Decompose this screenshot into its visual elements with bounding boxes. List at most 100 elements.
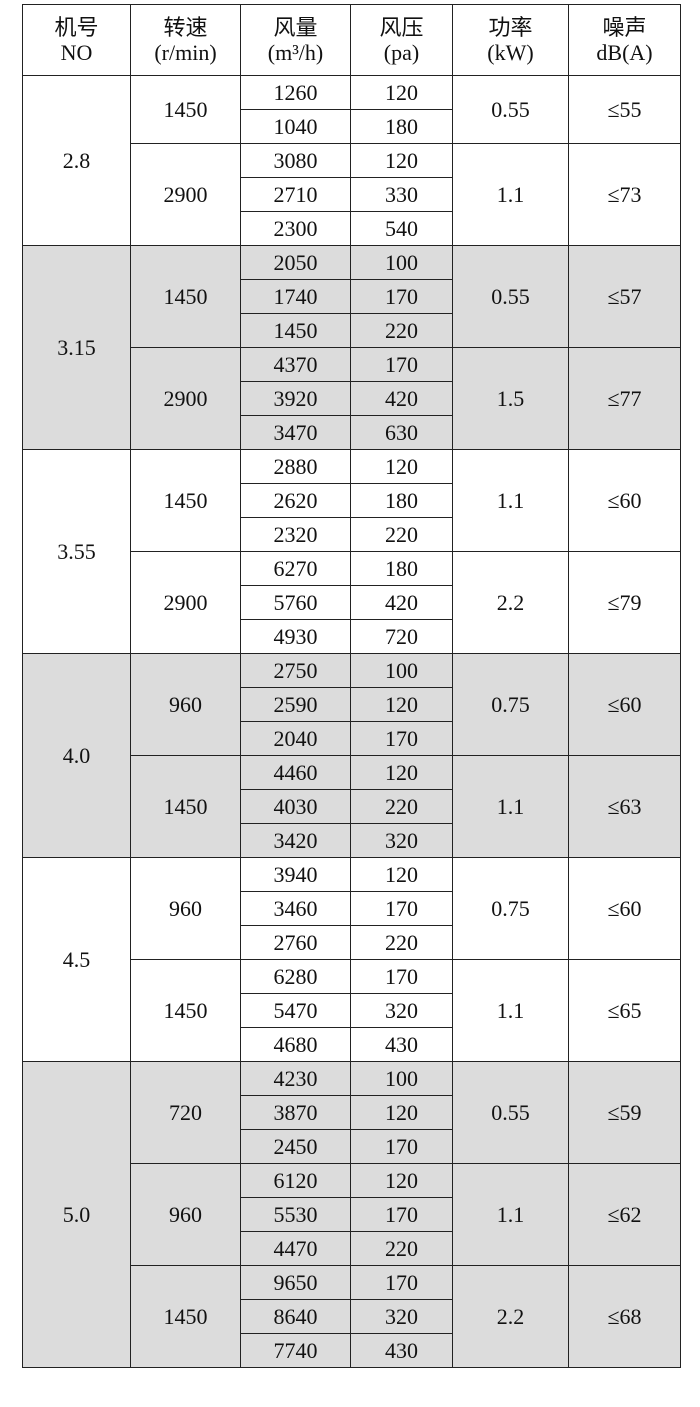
speed: 1450 <box>130 245 241 348</box>
table-row: 3870 120 <box>23 1095 681 1130</box>
pressure: 170 <box>350 279 453 314</box>
airflow: 2750 <box>240 653 351 688</box>
pressure: 430 <box>350 1027 453 1062</box>
table-row: 1450 6280 170 1.1 ≤65 <box>23 959 681 1062</box>
table-row: 4.5 960 3940 120 0.75 ≤60 <box>22 857 681 1062</box>
speed: 2900 <box>130 551 241 654</box>
pressure: 100 <box>350 653 453 688</box>
speed: 2900 <box>130 143 241 246</box>
speed: 1450 <box>130 449 241 552</box>
pressure: 120 <box>350 143 453 178</box>
pressure: 220 <box>350 789 453 824</box>
pressure: 120 <box>350 449 453 484</box>
noise: ≤60 <box>568 857 681 960</box>
power: 1.1 <box>452 143 569 246</box>
speed: 2900 <box>130 347 241 450</box>
table-row: 5470 320 <box>23 993 681 1028</box>
model-no: 3.15 <box>22 245 131 450</box>
pressure: 320 <box>350 993 453 1028</box>
table-row: 3.15 1450 2050 100 0.55 ≤57 <box>22 245 681 450</box>
pressure: 430 <box>350 1333 453 1368</box>
pressure: 170 <box>350 891 453 926</box>
power: 0.55 <box>452 75 569 144</box>
model-no: 4.5 <box>22 857 131 1062</box>
pressure: 220 <box>350 1231 453 1266</box>
airflow: 3920 <box>240 381 351 416</box>
airflow: 4930 <box>240 619 351 654</box>
pressure: 120 <box>350 1163 453 1198</box>
airflow: 5470 <box>240 993 351 1028</box>
table-row: 4030 220 <box>23 789 681 824</box>
model-no: 5.0 <box>22 1061 131 1368</box>
pressure: 170 <box>350 347 453 382</box>
table-row: 2040 170 <box>23 721 681 756</box>
pressure: 180 <box>350 483 453 518</box>
speed: 960 <box>130 653 241 756</box>
table-row: 4930 720 <box>23 619 681 654</box>
table-row: 2900 4370 170 1.5 ≤77 <box>23 347 681 450</box>
airflow: 3420 <box>240 823 351 858</box>
pressure: 330 <box>350 177 453 212</box>
pressure: 100 <box>350 245 453 280</box>
airflow: 1260 <box>240 75 351 110</box>
model-no: 4.0 <box>22 653 131 858</box>
noise: ≤60 <box>568 449 681 552</box>
header-cell: 噪声 dB(A) <box>568 4 681 76</box>
airflow: 5760 <box>240 585 351 620</box>
header-text: (m³/h) <box>267 40 324 65</box>
pressure: 170 <box>350 1265 453 1300</box>
airflow: 2880 <box>240 449 351 484</box>
pressure: 120 <box>350 857 453 892</box>
power: 0.75 <box>452 653 569 756</box>
power: 1.1 <box>452 449 569 552</box>
header-cell: 功率 (kW) <box>452 4 569 76</box>
table-row: 2320 220 <box>23 517 681 552</box>
pressure: 180 <box>350 551 453 586</box>
airflow: 2050 <box>240 245 351 280</box>
speed: 960 <box>130 857 241 960</box>
airflow: 3870 <box>240 1095 351 1130</box>
table-row: 5.0 720 4230 100 0.55 ≤59 <box>22 1061 681 1368</box>
noise: ≤79 <box>568 551 681 654</box>
power: 2.2 <box>452 551 569 654</box>
pressure: 170 <box>350 959 453 994</box>
pressure: 100 <box>350 1061 453 1096</box>
power: 0.55 <box>452 245 569 348</box>
airflow: 8640 <box>240 1299 351 1334</box>
noise: ≤60 <box>568 653 681 756</box>
table-row: 1450 9650 170 2.2 ≤68 <box>23 1265 681 1368</box>
pressure: 170 <box>350 1129 453 1164</box>
power: 0.55 <box>452 1061 569 1164</box>
airflow: 2710 <box>240 177 351 212</box>
pressure: 220 <box>350 313 453 348</box>
table-body: 2.8 1450 1260 120 0.55 ≤55 1040 180 2900 3080 120 1… <box>22 75 681 1368</box>
power: 1.1 <box>452 755 569 858</box>
header-cell: 风量 (m³/h) <box>240 4 351 76</box>
airflow: 6270 <box>240 551 351 586</box>
table-row: 3460 170 <box>23 891 681 926</box>
table-row: 2300 540 <box>23 211 681 246</box>
noise: ≤62 <box>568 1163 681 1266</box>
airflow: 3470 <box>240 415 351 450</box>
airflow: 1040 <box>240 109 351 144</box>
table-header: 机号 NO 转速 (r/min) 风量 (m³/h) 风压 (pa) 功率 (kW) 噪声 dB(A) <box>22 4 681 76</box>
power: 0.75 <box>452 857 569 960</box>
pressure: 720 <box>350 619 453 654</box>
table-row: 7740 430 <box>23 1333 681 1368</box>
airflow: 5530 <box>240 1197 351 1232</box>
table-row: 5760 420 <box>23 585 681 620</box>
table-row: 2.8 1450 1260 120 0.55 ≤55 <box>22 75 681 246</box>
pressure: 170 <box>350 1197 453 1232</box>
header-text: (r/min) <box>154 40 217 65</box>
airflow: 3940 <box>240 857 351 892</box>
header-text: (kW) <box>487 40 534 65</box>
pressure: 630 <box>350 415 453 450</box>
speed: 1450 <box>130 75 241 144</box>
pressure: 120 <box>350 1095 453 1130</box>
noise: ≤77 <box>568 347 681 450</box>
table-row: 2620 180 <box>23 483 681 518</box>
header-text: 机号 <box>54 15 99 40</box>
airflow: 3460 <box>240 891 351 926</box>
pressure: 120 <box>350 75 453 110</box>
